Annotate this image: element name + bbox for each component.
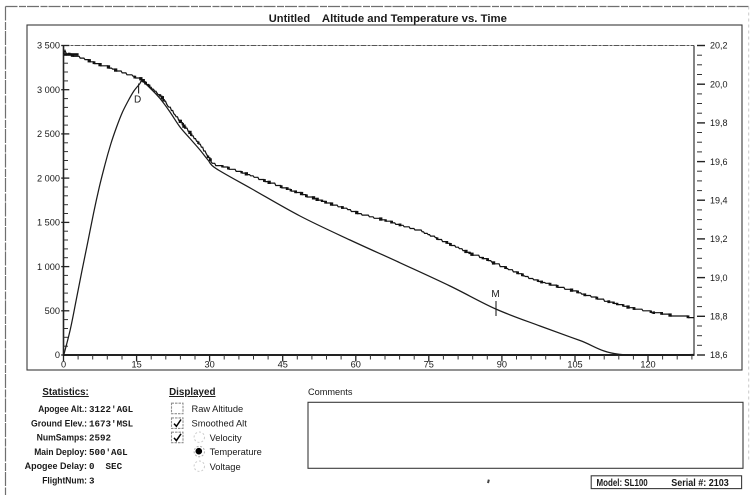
- svg-text:M: M: [491, 289, 499, 300]
- svg-text:90: 90: [497, 360, 507, 370]
- svg-text:Comments: Comments: [308, 387, 353, 397]
- svg-text:Main Deploy:: Main Deploy:: [34, 447, 87, 457]
- svg-text:19,0: 19,0: [710, 273, 728, 283]
- svg-text:15: 15: [131, 360, 141, 370]
- svg-text:Serial #: 2103: Serial #: 2103: [671, 478, 729, 489]
- svg-text:19,2: 19,2: [710, 234, 728, 244]
- svg-text:0: 0: [61, 360, 66, 370]
- svg-text:3122'AGL: 3122'AGL: [89, 404, 134, 415]
- svg-text:1 000: 1 000: [37, 262, 60, 272]
- svg-text:Apogee Delay:: Apogee Delay:: [25, 461, 87, 471]
- svg-text:75: 75: [424, 360, 434, 370]
- svg-text:0: 0: [55, 350, 60, 360]
- svg-text:Model: SL100: Model: SL100: [597, 478, 649, 489]
- svg-text:Displayed: Displayed: [169, 387, 215, 398]
- svg-text:20,0: 20,0: [710, 79, 728, 89]
- svg-text:Untitled: Untitled: [269, 13, 310, 25]
- svg-text:105: 105: [567, 360, 582, 370]
- svg-text:FlightNum:: FlightNum:: [42, 476, 87, 486]
- svg-text:Voltage: Voltage: [210, 462, 241, 472]
- svg-text:30: 30: [204, 360, 214, 370]
- svg-text:500: 500: [45, 306, 60, 316]
- svg-text:1673'MSL: 1673'MSL: [89, 419, 134, 430]
- svg-text:18,6: 18,6: [710, 350, 728, 360]
- svg-text:18,8: 18,8: [710, 312, 728, 322]
- svg-text:NumSamps:: NumSamps:: [37, 433, 87, 443]
- svg-text:Altitude and Temperature vs. T: Altitude and Temperature vs. Time: [322, 13, 507, 25]
- svg-text:60: 60: [351, 360, 361, 370]
- svg-text:Smoothed Alt: Smoothed Alt: [192, 419, 248, 429]
- svg-text:45: 45: [278, 360, 288, 370]
- svg-text:19,8: 19,8: [710, 118, 728, 128]
- svg-text:Ground Elev.:: Ground Elev.:: [31, 419, 87, 429]
- svg-text:3: 3: [89, 476, 95, 487]
- svg-text:2 500: 2 500: [37, 129, 60, 139]
- svg-text:1 500: 1 500: [37, 218, 60, 228]
- svg-text:19,4: 19,4: [710, 195, 728, 205]
- svg-text:3 000: 3 000: [37, 85, 60, 95]
- svg-text:19,6: 19,6: [710, 157, 728, 167]
- svg-text:0 SEC: 0 SEC: [89, 461, 123, 472]
- svg-text:Apogee Alt.:: Apogee Alt.:: [38, 404, 87, 414]
- svg-text:20,2: 20,2: [710, 41, 728, 51]
- svg-text:Raw Altitude: Raw Altitude: [192, 404, 244, 414]
- svg-text:Velocity: Velocity: [210, 433, 242, 443]
- svg-text:Statistics:: Statistics:: [42, 387, 88, 398]
- svg-text:2592: 2592: [89, 433, 111, 444]
- svg-text:3 500: 3 500: [37, 41, 60, 51]
- svg-text:120: 120: [640, 360, 655, 370]
- svg-text:500'AGL: 500'AGL: [89, 447, 128, 458]
- svg-text:D: D: [134, 95, 141, 106]
- svg-text:Temperature: Temperature: [210, 447, 262, 457]
- svg-text:2 000: 2 000: [37, 173, 60, 183]
